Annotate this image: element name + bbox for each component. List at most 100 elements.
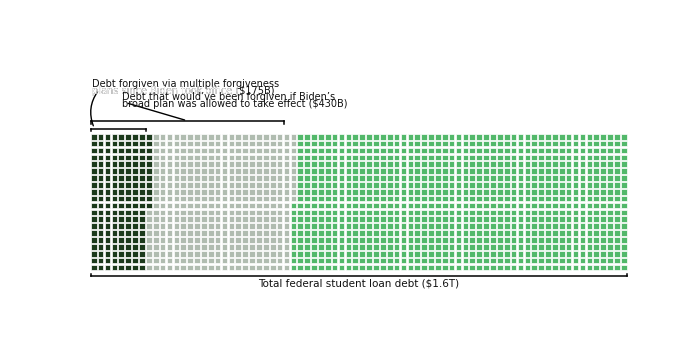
- Bar: [325, 258, 330, 263]
- Bar: [304, 182, 310, 188]
- Bar: [449, 175, 454, 181]
- Bar: [559, 168, 565, 174]
- Bar: [366, 217, 372, 222]
- Bar: [580, 223, 585, 229]
- Bar: [380, 251, 386, 256]
- Bar: [607, 175, 612, 181]
- Bar: [153, 237, 158, 243]
- Bar: [497, 154, 503, 160]
- Bar: [359, 168, 365, 174]
- Bar: [284, 147, 289, 153]
- Bar: [470, 258, 475, 263]
- Bar: [353, 251, 358, 256]
- Bar: [181, 265, 186, 270]
- Bar: [229, 141, 234, 146]
- Bar: [194, 134, 199, 139]
- Bar: [235, 251, 241, 256]
- Bar: [153, 182, 158, 188]
- Bar: [366, 175, 372, 181]
- Bar: [587, 182, 592, 188]
- Bar: [91, 182, 97, 188]
- Bar: [477, 203, 482, 208]
- Bar: [325, 203, 330, 208]
- Bar: [435, 175, 441, 181]
- Bar: [449, 230, 454, 236]
- Bar: [332, 223, 337, 229]
- Bar: [456, 189, 461, 195]
- Bar: [153, 217, 158, 222]
- Bar: [270, 203, 276, 208]
- Bar: [545, 251, 551, 256]
- Bar: [380, 182, 386, 188]
- Bar: [470, 217, 475, 222]
- Bar: [380, 237, 386, 243]
- Bar: [566, 223, 571, 229]
- Bar: [483, 182, 489, 188]
- Bar: [573, 189, 578, 195]
- Bar: [524, 244, 530, 249]
- Bar: [601, 230, 606, 236]
- Bar: [414, 251, 420, 256]
- Bar: [174, 230, 179, 236]
- Bar: [276, 141, 282, 146]
- Bar: [222, 161, 228, 167]
- Bar: [483, 168, 489, 174]
- Bar: [442, 230, 447, 236]
- Bar: [407, 237, 413, 243]
- Bar: [504, 265, 510, 270]
- Bar: [304, 265, 310, 270]
- Bar: [276, 161, 282, 167]
- Bar: [421, 223, 427, 229]
- Bar: [270, 230, 276, 236]
- Bar: [111, 154, 117, 160]
- Bar: [332, 182, 337, 188]
- Bar: [118, 189, 124, 195]
- Bar: [497, 258, 503, 263]
- Bar: [139, 223, 145, 229]
- Bar: [339, 168, 344, 174]
- Bar: [215, 175, 220, 181]
- Bar: [98, 223, 104, 229]
- Bar: [552, 141, 558, 146]
- Bar: [463, 175, 468, 181]
- Bar: [414, 210, 420, 215]
- Bar: [366, 134, 372, 139]
- Bar: [290, 230, 296, 236]
- Bar: [463, 251, 468, 256]
- Bar: [407, 210, 413, 215]
- Bar: [621, 223, 626, 229]
- Bar: [332, 196, 337, 202]
- Bar: [235, 168, 241, 174]
- Bar: [366, 237, 372, 243]
- Bar: [215, 203, 220, 208]
- Bar: [111, 244, 117, 249]
- Bar: [545, 154, 551, 160]
- Bar: [312, 210, 317, 215]
- Bar: [318, 196, 323, 202]
- Bar: [174, 161, 179, 167]
- Bar: [456, 196, 461, 202]
- Bar: [366, 189, 372, 195]
- Bar: [400, 175, 406, 181]
- Bar: [518, 258, 524, 263]
- Bar: [435, 223, 441, 229]
- Bar: [538, 175, 544, 181]
- Bar: [456, 168, 461, 174]
- Bar: [359, 182, 365, 188]
- Bar: [524, 210, 530, 215]
- Bar: [552, 251, 558, 256]
- Bar: [559, 147, 565, 153]
- Bar: [290, 217, 296, 222]
- Text: plans since Biden took office (: plans since Biden took office (: [92, 86, 239, 96]
- Bar: [346, 217, 351, 222]
- Bar: [160, 134, 165, 139]
- Bar: [160, 182, 165, 188]
- Bar: [594, 265, 599, 270]
- Bar: [139, 251, 145, 256]
- Bar: [153, 223, 158, 229]
- Bar: [215, 141, 220, 146]
- Bar: [215, 196, 220, 202]
- Bar: [194, 141, 199, 146]
- Bar: [208, 168, 213, 174]
- Bar: [483, 244, 489, 249]
